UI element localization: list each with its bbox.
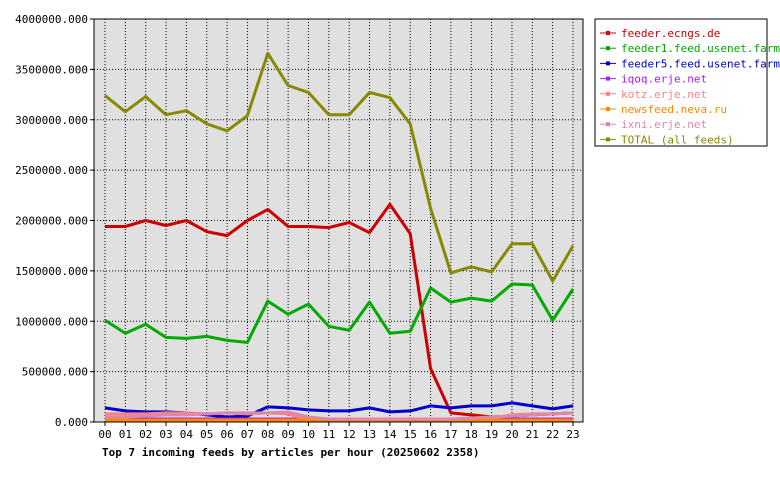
chart-title: Top 7 incoming feeds by articles per hou… bbox=[102, 446, 480, 459]
x-tick-label: 08 bbox=[261, 428, 274, 441]
legend-label: kotz.erje.net bbox=[621, 88, 707, 101]
x-tick-label: 03 bbox=[159, 428, 172, 441]
legend-label: feeder5.feed.usenet.farm bbox=[621, 57, 780, 70]
x-tick-label: 22 bbox=[546, 428, 559, 441]
plot-area bbox=[93, 18, 584, 423]
y-tick-label: 4000000.000 bbox=[15, 13, 88, 26]
y-tick-label: 0.000 bbox=[55, 416, 88, 429]
legend-swatch-marker bbox=[606, 122, 610, 127]
legend-box bbox=[594, 18, 768, 147]
x-tick-label: 21 bbox=[526, 428, 539, 441]
series-line-6 bbox=[105, 410, 574, 421]
legend-swatch-marker bbox=[606, 76, 610, 81]
series-lines bbox=[104, 51, 575, 422]
x-tick-label: 14 bbox=[383, 428, 397, 441]
legend-label: feeder.ecngs.de bbox=[621, 27, 720, 40]
x-tick-label: 10 bbox=[302, 428, 315, 441]
legend-label: iqoq.erje.net bbox=[621, 73, 707, 86]
x-tick-label: 16 bbox=[424, 428, 437, 441]
x-tick-label: 04 bbox=[180, 428, 194, 441]
legend-label: feeder1.feed.usenet.farm bbox=[621, 42, 780, 55]
y-tick-label: 2000000.000 bbox=[15, 215, 88, 228]
x-tick-label: 23 bbox=[566, 428, 579, 441]
y-tick-label: 500000.000 bbox=[22, 366, 88, 379]
legend-label: ixni.erje.net bbox=[621, 118, 707, 131]
legend-swatch-marker bbox=[606, 91, 610, 96]
y-tick-label: 2500000.000 bbox=[15, 164, 88, 177]
x-tick-label: 19 bbox=[485, 428, 498, 441]
series-line-1 bbox=[104, 282, 575, 344]
series-line-7 bbox=[104, 51, 575, 283]
y-tick-label: 1500000.000 bbox=[15, 265, 88, 278]
legend-swatch-marker bbox=[606, 46, 610, 51]
x-tick-label: 06 bbox=[220, 428, 233, 441]
legend-label: newsfeed.neva.ru bbox=[621, 103, 727, 116]
legend-label: TOTAL (all feeds) bbox=[621, 133, 734, 146]
y-tick-label: 3500000.000 bbox=[15, 63, 88, 76]
x-tick-label: 18 bbox=[465, 428, 478, 441]
x-tick-label: 13 bbox=[363, 428, 376, 441]
x-tick-label: 12 bbox=[343, 428, 356, 441]
x-tick-label: 15 bbox=[404, 428, 417, 441]
x-tick-label: 17 bbox=[444, 428, 457, 441]
legend-swatch-marker bbox=[606, 107, 610, 111]
y-axis-ticks: 0.000 500000.000 1000000.000 1500000.000 200… bbox=[15, 13, 94, 429]
y-tick-label: 3000000.000 bbox=[15, 114, 88, 127]
x-axis-ticks: 00 01 02 03 04 05 06 07 08 09 10 11 12 13 14 15 16 17 18 19… bbox=[98, 422, 580, 441]
x-tick-label: 09 bbox=[282, 428, 295, 441]
x-tick-label: 07 bbox=[241, 428, 254, 441]
x-tick-label: 11 bbox=[322, 428, 335, 441]
x-tick-label: 20 bbox=[505, 428, 518, 441]
x-tick-label: 05 bbox=[200, 428, 213, 441]
legend-swatch-marker bbox=[606, 137, 610, 142]
legend-swatch-marker bbox=[606, 61, 610, 66]
x-tick-label: 02 bbox=[139, 428, 152, 441]
x-tick-label: 00 bbox=[98, 428, 111, 441]
x-tick-label: 01 bbox=[119, 428, 132, 441]
grid-lines bbox=[94, 19, 583, 422]
legend-swatch-marker bbox=[606, 31, 610, 35]
y-tick-label: 1000000.000 bbox=[15, 315, 88, 328]
legend: feeder.ecngs.de feeder1.feed.usenet.farm f… bbox=[594, 18, 780, 147]
